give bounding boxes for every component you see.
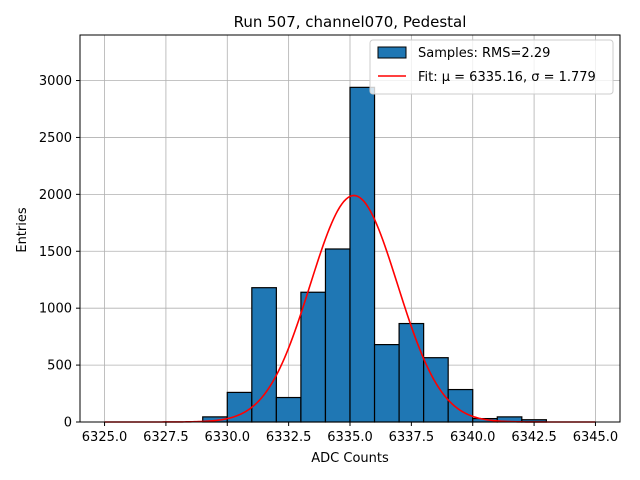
legend-box <box>369 39 614 95</box>
histogram-bar <box>447 388 474 423</box>
x-axis-ticks: 6325.0 6327.5 6330.0 6332.5 6335.0 6337.5 6340… <box>82 422 618 445</box>
legend-label-samples: Samples: RMS=2.29 <box>418 46 550 61</box>
x-tick-label: 6327.5 <box>143 430 189 445</box>
y-tick-label: 1500 <box>39 245 72 260</box>
histogram-bar <box>251 287 277 423</box>
histogram-bar <box>398 322 425 423</box>
y-tick-label: 2000 <box>39 188 72 203</box>
y-tick-label: 1000 <box>39 302 72 317</box>
y-tick-label: 500 <box>47 359 72 374</box>
histogram-bar <box>324 248 351 423</box>
x-axis-label: ADC Counts <box>311 451 389 466</box>
legend-swatch-samples <box>377 46 407 59</box>
x-tick-label: 6330.0 <box>205 430 251 445</box>
x-tick-label: 6325.0 <box>82 430 128 445</box>
x-tick-label: 6332.5 <box>266 430 312 445</box>
x-tick-label: 6345.0 <box>573 430 619 445</box>
legend-label-fit: Fit: μ = 6335.16, σ = 1.779 <box>418 70 596 85</box>
histogram-bar <box>275 396 302 423</box>
x-tick-label: 6342.5 <box>511 430 557 445</box>
chart-title: Run 507, channel070, Pedestal <box>234 13 467 31</box>
x-tick-label: 6340.0 <box>450 430 496 445</box>
y-axis-label: Entries <box>15 207 30 253</box>
y-tick-label: 2500 <box>39 131 72 146</box>
legend: Samples: RMS=2.29 Fit: μ = 6335.16, σ = … <box>369 39 614 95</box>
x-tick-label: 6337.5 <box>389 430 435 445</box>
histogram-bar <box>300 291 327 423</box>
histogram-bar <box>349 86 376 423</box>
x-tick-label: 6335.0 <box>327 430 373 445</box>
y-tick-label: 3000 <box>39 74 72 89</box>
y-axis-ticks: 0 500 1000 1500 2000 2500 3000 <box>39 74 80 431</box>
y-tick-label: 0 <box>64 416 72 431</box>
histogram-bar <box>373 344 400 423</box>
